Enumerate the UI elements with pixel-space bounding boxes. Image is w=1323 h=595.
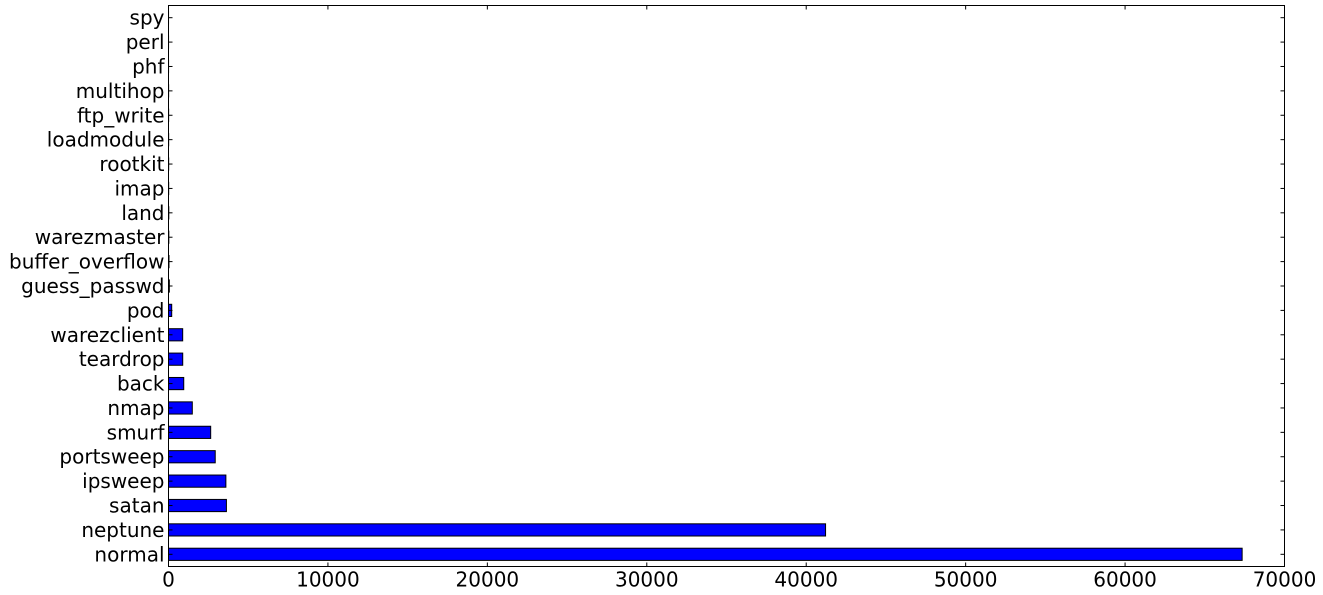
y-tick-label: teardrop: [79, 347, 165, 371]
y-tick-label: buffer_overflow: [9, 250, 164, 274]
y-tick-label: perl: [126, 30, 165, 54]
y-tick-label: pod: [127, 298, 165, 322]
y-tick-label: loadmodule: [47, 128, 165, 152]
x-tick-labels: 0 10000 20000 30000 40000 50000 60000 70000: [162, 568, 1316, 592]
y-tick-label: warezclient: [50, 323, 164, 347]
y-tick-label: normal: [94, 542, 164, 566]
x-tick-label: 30000: [615, 568, 679, 592]
y-tick-label: ipsweep: [82, 469, 164, 493]
bar-portsweep: [168, 450, 216, 464]
x-tick-label: 60000: [1093, 568, 1157, 592]
bar-normal: [168, 547, 1243, 561]
x-tick-label: 70000: [1253, 568, 1317, 592]
ticks-layer: [168, 5, 1285, 567]
y-tick-label: guess_passwd: [21, 274, 164, 298]
y-tick-label: portsweep: [59, 445, 164, 469]
x-tick-label: 50000: [934, 568, 998, 592]
y-tick-label: land: [121, 201, 164, 225]
x-tick-label: 40000: [774, 568, 838, 592]
y-tick-label: multihop: [76, 79, 165, 103]
x-tick-label: 20000: [456, 568, 520, 592]
bar-smurf: [168, 425, 212, 439]
bar-satan: [168, 498, 227, 513]
y-tick-label: nmap: [107, 396, 164, 420]
bar-neptune: [168, 523, 827, 537]
y-tick-label: warezmaster: [35, 225, 166, 249]
y-tick-label: back: [117, 372, 165, 396]
y-tick-labels: normalneptunesatanipsweepportsweepsmurfn…: [9, 6, 165, 567]
plot-frame: [168, 5, 1285, 567]
y-tick-label: ftp_write: [77, 103, 165, 127]
bar-ipsweep: [168, 474, 227, 488]
x-tick-label: 0: [162, 568, 175, 592]
y-tick-label: phf: [132, 54, 165, 78]
y-tick-label: smurf: [107, 420, 166, 444]
y-tick-label: neptune: [81, 518, 164, 542]
y-tick-label: spy: [130, 6, 165, 30]
y-tick-label: satan: [109, 494, 164, 518]
bars-layer: [168, 11, 1243, 561]
y-tick-label: rootkit: [99, 152, 164, 176]
x-tick-label: 10000: [296, 568, 360, 592]
y-tick-label: imap: [115, 176, 165, 200]
